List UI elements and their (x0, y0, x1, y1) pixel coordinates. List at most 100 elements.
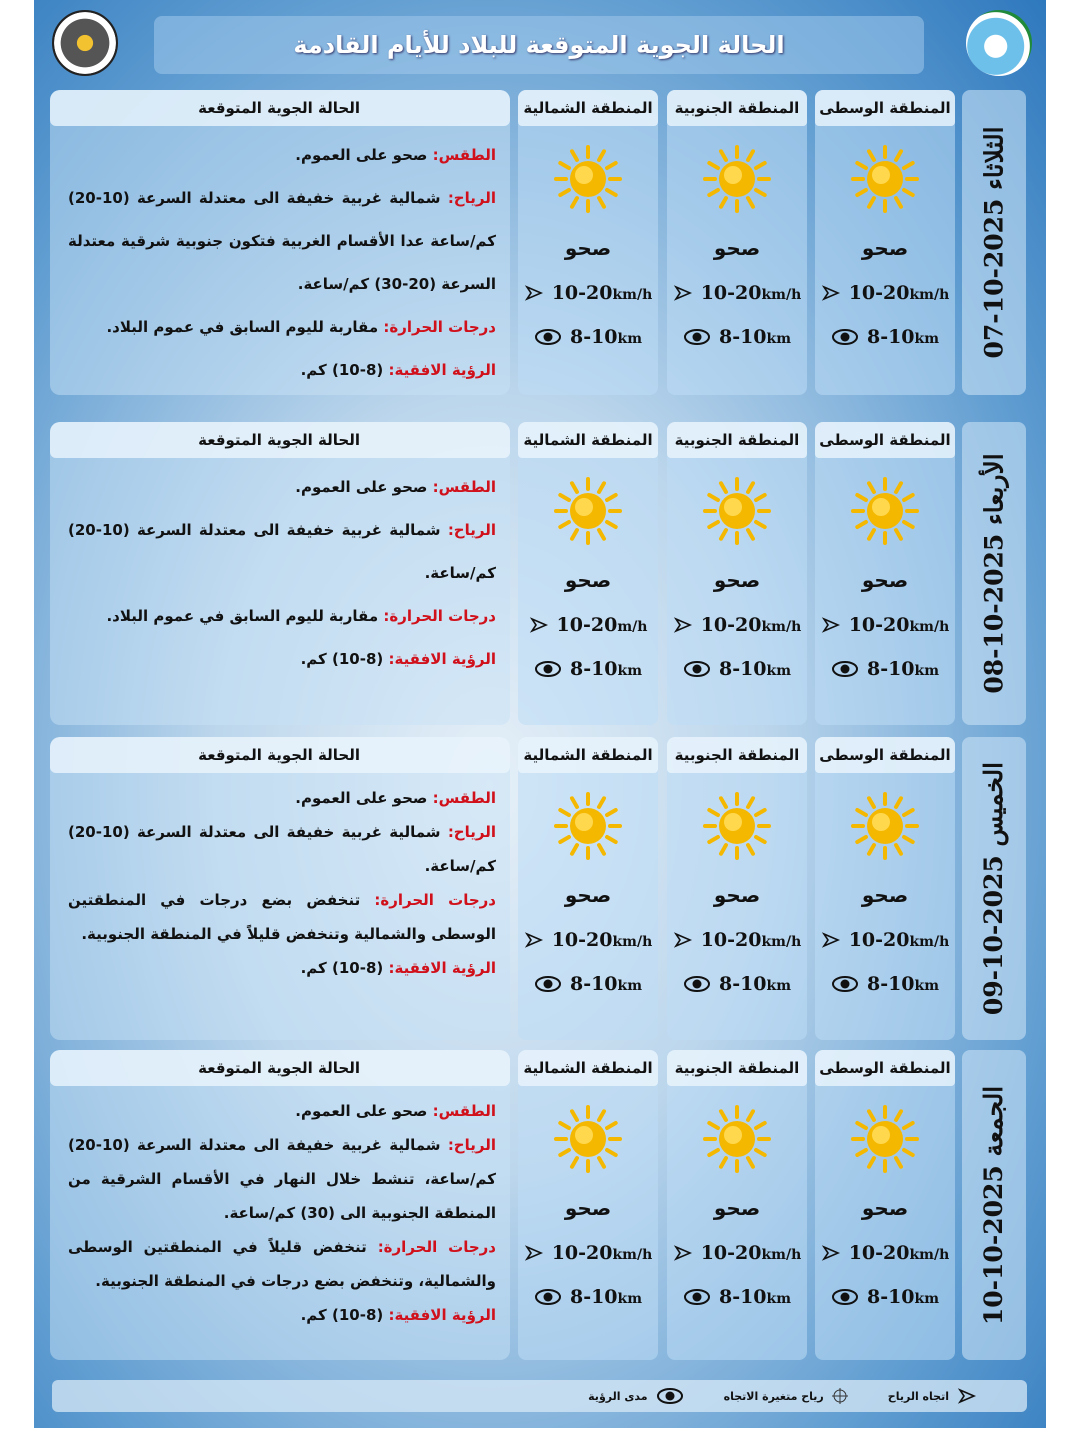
wind-direction-icon (673, 617, 692, 633)
wind-direction-icon (524, 285, 543, 301)
wind-direction-icon (524, 932, 543, 948)
wind-speed: 10-20km/h (821, 614, 949, 636)
sun-icon (554, 1105, 622, 1173)
condition-text: صحو (713, 1196, 761, 1220)
visibility: 8-10km (683, 1286, 791, 1308)
visibility: 8-10km (534, 658, 642, 680)
wind-speed: 10-20km/h (821, 282, 949, 304)
visibility: 8-10km (683, 658, 791, 680)
panel-title: الحالة الجوية المتوقعة (50, 1050, 510, 1086)
sun-icon (554, 145, 622, 213)
region-name: المنطقة الشمالية (518, 737, 658, 773)
visibility: 8-10km (831, 1286, 939, 1308)
day-label: الخميس 2025-10-09 (962, 737, 1026, 1040)
forecast-text-panel: الحالة الجوية المتوقعة الطقس: صحو على الع… (50, 737, 510, 1040)
forecast-text-panel: الحالة الجوية المتوقعة الطقس: صحو على الع… (50, 422, 510, 725)
forecast-paragraph: الطقس: صحو على العموم. (295, 146, 496, 164)
forecast-paragraph: درجات الحرارة: مقاربة لليوم السابق في عم… (106, 607, 496, 625)
forecast-paragraph: الرؤية الافقية: (8-10) كم. (300, 1306, 496, 1324)
panel-title: الحالة الجوية المتوقعة (50, 737, 510, 773)
region-name: المنطقة الوسطى (815, 90, 955, 126)
day-label: الجمعة 2025-10-10 (962, 1050, 1026, 1360)
visibility: 8-10km (831, 658, 939, 680)
panel-title: الحالة الجوية المتوقعة (50, 422, 510, 458)
forecast-paragraph: درجات الحرارة: تنخفض قليلاً في المنطقتين… (68, 1238, 496, 1290)
condition-text: صحو (564, 568, 612, 592)
forecast-paragraph: درجات الحرارة: مقاربة لليوم السابق في عم… (106, 318, 496, 336)
forecast-paragraph: الطقس: صحو على العموم. (295, 478, 496, 496)
day-label: الثلاثاء 2025-10-07 (962, 90, 1026, 395)
region-name: المنطقة الشمالية (518, 422, 658, 458)
wind-speed: 10-20km/h (524, 929, 652, 951)
wind-speed: 10-20km/h (673, 614, 801, 636)
sun-icon (703, 145, 771, 213)
forecast-paragraph: الرؤية الافقية: (8-10) كم. (300, 650, 496, 668)
eye-icon (831, 661, 858, 677)
panel-title: الحالة الجوية المتوقعة (50, 90, 510, 126)
visibility: 8-10km (683, 973, 791, 995)
sun-icon (554, 792, 622, 860)
forecast-paragraph: الرؤية الافقية: (8-10) كم. (300, 959, 496, 977)
day-row: الجمعة 2025-10-10 المنطقة الوسطى صحو 10-… (34, 1050, 1046, 1360)
wind-direction-icon (673, 285, 692, 301)
forecast-text-panel: الحالة الجوية المتوقعة الطقس: صحو على الع… (50, 1050, 510, 1360)
wind-direction-icon (821, 1245, 840, 1261)
sun-icon (851, 1105, 919, 1173)
region-name: المنطقة الوسطى (815, 1050, 955, 1086)
region-card: المنطقة الوسطى صحو 10-20km/h 8-10km (815, 90, 955, 395)
region-name: المنطقة الشمالية (518, 90, 658, 126)
page-title: الحالة الجوية المتوقعة للبلاد للأيام الق… (154, 16, 924, 74)
sun-icon (703, 477, 771, 545)
region-card: المنطقة الوسطى صحو 10-20km/h 8-10km (815, 737, 955, 1040)
condition-text: صحو (713, 883, 761, 907)
region-name: المنطقة الوسطى (815, 422, 955, 458)
meteorological-org-logo (966, 10, 1032, 76)
condition-text: صحو (713, 236, 761, 260)
forecast-paragraph: الرياح: شمالية غربية خفيفة الى معتدلة ال… (68, 1136, 496, 1222)
wind-speed: 10-20m/h (529, 614, 647, 636)
visibility: 8-10km (831, 973, 939, 995)
visibility: 8-10km (534, 1286, 642, 1308)
sun-icon (851, 145, 919, 213)
wind-direction-icon (673, 1245, 692, 1261)
sun-icon (703, 1105, 771, 1173)
wind-speed: 10-20km/h (673, 929, 801, 951)
region-card: المنطقة الشمالية صحو 10-20km/h 8-10km (518, 90, 658, 395)
region-name: المنطقة الشمالية (518, 1050, 658, 1086)
forecast-paragraph: الطقس: صحو على العموم. (295, 789, 496, 807)
legend-item: مدى الرؤية (588, 1387, 683, 1405)
eye-icon (534, 661, 561, 677)
wind-direction-icon (524, 1245, 543, 1261)
condition-text: صحو (564, 236, 612, 260)
variable-wind-icon (831, 1388, 848, 1404)
region-card: المنطقة الشمالية صحو 10-20m/h 8-10km (518, 422, 658, 725)
forecast-paragraph: الطقس: صحو على العموم. (295, 1102, 496, 1120)
legend-item: رياح متغيرة الاتجاه (724, 1388, 848, 1404)
visibility: 8-10km (534, 973, 642, 995)
condition-text: صحو (861, 568, 909, 592)
wind-direction-icon (957, 1388, 977, 1404)
condition-text: صحو (861, 1196, 909, 1220)
wind-speed: 10-20km/h (673, 1242, 801, 1264)
region-card: المنطقة الشمالية صحو 10-20km/h 8-10km (518, 1050, 658, 1360)
eye-icon (683, 1289, 710, 1305)
region-card: المنطقة الجنوبية صحو 10-20km/h 8-10km (667, 737, 807, 1040)
forecast-paragraph: الرياح: شمالية غربية خفيفة الى معتدلة ال… (68, 521, 496, 582)
forecast-paragraph: الرؤية الافقية: (8-10) كم. (300, 361, 496, 379)
wind-speed: 10-20km/h (673, 282, 801, 304)
condition-text: صحو (564, 1196, 612, 1220)
wind-speed: 10-20km/h (821, 929, 949, 951)
region-name: المنطقة الجنوبية (667, 1050, 807, 1086)
eye-icon (831, 329, 858, 345)
day-row: الثلاثاء 2025-10-07 المنطقة الوسطى صحو 1… (34, 90, 1046, 395)
day-label: الأربعاء 2025-10-08 (962, 422, 1026, 725)
region-name: المنطقة الجنوبية (667, 422, 807, 458)
eye-icon (831, 976, 858, 992)
sun-icon (554, 477, 622, 545)
visibility: 8-10km (683, 326, 791, 348)
header: الحالة الجوية المتوقعة للبلاد للأيام الق… (34, 0, 1046, 84)
wind-direction-icon (821, 285, 840, 301)
eye-icon (656, 1388, 683, 1404)
forecasting-dept-logo (52, 10, 118, 76)
wind-speed: 10-20km/h (524, 282, 652, 304)
